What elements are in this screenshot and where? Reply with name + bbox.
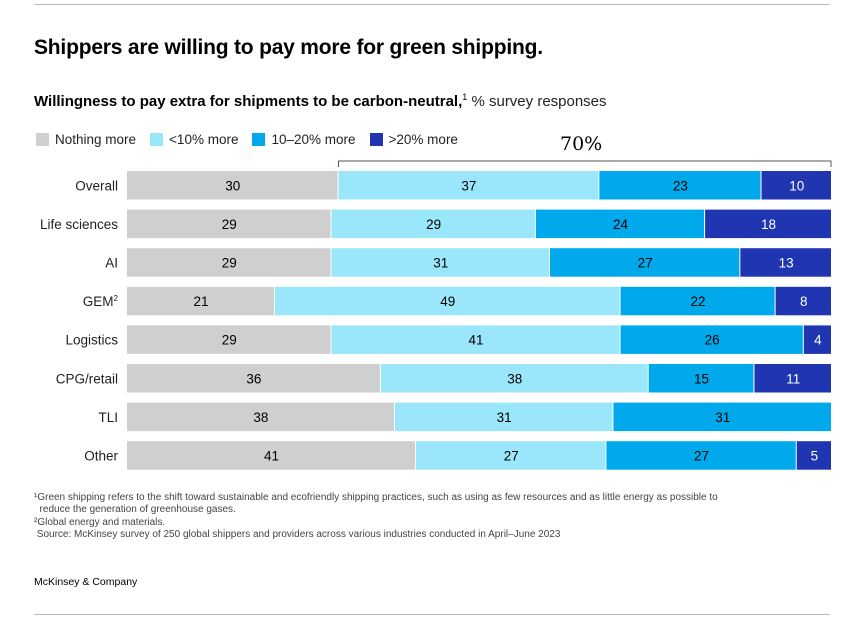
bar-segment [127,286,275,316]
legend-item-nothing-more: Nothing more [36,132,136,147]
legend-swatch [36,133,49,146]
brand-name: McKinsey & Company [34,576,138,588]
bar-value-label: 5 [811,448,819,463]
bar-segment [606,441,796,470]
bar-segment [127,209,331,239]
category-label: AI [105,255,118,270]
bar-segment [275,286,620,316]
bar-segment [620,325,803,354]
bar-value-label: 38 [507,371,522,386]
bar-value-label: 21 [194,294,209,309]
bar-value-label: 26 [705,333,720,348]
bar-value-label: 49 [440,294,455,309]
chart-subtitle: Willingness to pay extra for shipments t… [34,92,607,110]
bar-value-label: 27 [638,255,653,270]
legend-item-10-20: 10–20% more [252,132,356,147]
annotation-bracket [338,160,832,167]
footnote-2: ²Global energy and materials. [34,516,166,528]
bar-segment [803,325,831,354]
subtitle-main: Willingness to pay extra for shipments t… [34,93,463,110]
legend-label: Nothing more [55,132,137,147]
bar-segment [127,441,416,470]
bar-value-label: 29 [222,255,237,270]
bar-value-label: 27 [694,448,709,463]
source-note: Source: McKinsey survey of 250 global sh… [34,529,561,541]
bar-segment [535,209,705,239]
category-label: TLI [98,410,118,425]
legend-swatch [252,133,266,146]
bar-value-label: 22 [691,294,706,309]
category-label: Overall [75,178,118,193]
subtitle-footnote-marker: 1 [462,92,468,102]
top-rule [34,4,830,5]
bar-segment [620,286,775,316]
bar-segment [550,248,740,277]
bar-value-label: 37 [461,178,476,193]
bar-value-label: 41 [264,448,279,463]
bar-value-label: 27 [504,448,519,463]
bar-segment [416,441,606,470]
bar-value-label: 4 [814,333,822,348]
bar-segment [754,364,831,393]
annotation-label: 70% [560,133,603,155]
bar-segment [394,402,613,432]
bar-segment [127,248,331,277]
legend-label: 10–20% more [271,132,356,147]
legend-label: <10% more [169,132,239,147]
bar-segment [761,171,831,200]
bar-value-label: 10 [789,178,804,193]
category-label: Life sciences [40,217,118,232]
bar-segment [331,325,620,354]
bar-value-label: 8 [800,294,808,309]
subtitle-unit: % survey responses [471,93,607,110]
bar-value-label: 41 [468,333,483,348]
bar-value-label: 15 [694,371,709,386]
footnotes: ¹Green shipping refers to the shift towa… [34,492,824,542]
bar-value-label: 24 [613,217,629,232]
bar-value-label: 11 [786,371,800,386]
legend-label: >20% more [388,132,458,147]
footnote-1: ¹Green shipping refers to the shift towa… [34,492,718,503]
footnote-1-cont: reduce the generation of greenhouse gase… [34,504,236,516]
legend-swatch [150,133,164,146]
bar-value-label: 29 [426,217,441,232]
bar-value-label: 30 [225,178,240,193]
bar-segment [331,209,535,239]
bar-segment [380,364,648,393]
bar-value-label: 18 [761,217,776,232]
bar-segment [338,171,599,200]
bar-value-label: 29 [222,333,237,348]
bar-segment [127,402,394,432]
bar-value-label: 31 [497,410,512,425]
legend-swatch [369,133,383,146]
bar-segment [127,171,338,200]
bar-value-label: 31 [715,410,730,425]
bar-value-label: 13 [779,255,794,270]
bar-segment [127,325,331,354]
category-label: Other [84,448,118,463]
bottom-rule [34,614,830,615]
bar-segment [127,364,380,393]
legend-item-under-10: <10% more [150,132,238,147]
bar-value-label: 23 [673,178,688,193]
bar-value-label: 31 [433,255,448,270]
category-label: Logistics [65,333,118,348]
bar-value-label: 29 [222,217,237,232]
legend-item-over-20: >20% more [369,132,458,147]
bar-segment [331,248,549,277]
bar-segment [599,171,761,200]
category-label: GEM2 [83,294,119,309]
bar-value-label: 36 [246,371,261,386]
bar-segment [740,248,831,277]
bar-segment [796,441,831,470]
category-label: CPG/retail [56,371,118,386]
bar-segment [775,286,831,316]
bar-segment [613,402,831,432]
chart-title: Shippers are willing to pay more for gre… [34,36,543,59]
bar-segment [648,364,754,393]
bar-value-label: 38 [253,410,268,425]
legend: Nothing more <10% more 10–20% more >20% … [36,132,472,147]
bar-segment [705,209,831,239]
